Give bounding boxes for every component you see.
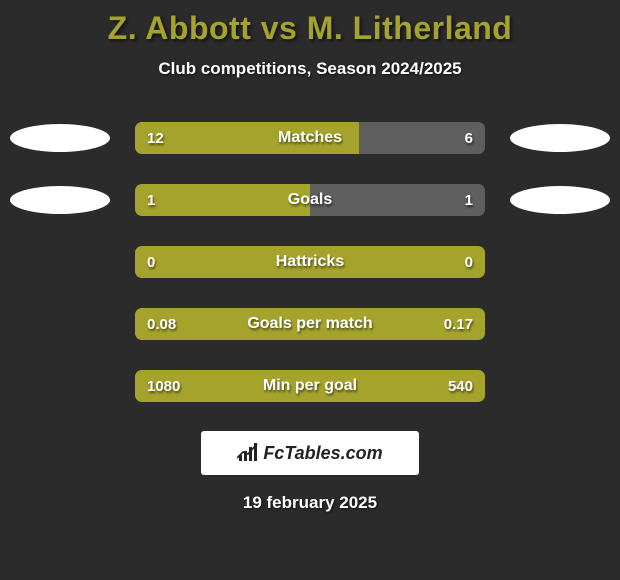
stat-row: 00Hattricks (0, 239, 620, 285)
stats-list: 126Matches 11Goals 00Hattricks 0.080.17Goal… (0, 115, 620, 409)
bar-chart-icon (237, 443, 259, 463)
stat-row: 1080540Min per goal (0, 363, 620, 409)
player-marker-left (10, 124, 110, 152)
stat-bar: 126Matches (135, 122, 485, 154)
stat-bar: 00Hattricks (135, 246, 485, 278)
stat-row: 126Matches (0, 115, 620, 161)
stat-bar-left-fill (135, 370, 485, 402)
date-label: 19 february 2025 (0, 493, 620, 513)
stat-bar-left-fill (135, 246, 485, 278)
stat-row: 11Goals (0, 177, 620, 223)
player-marker-left (10, 186, 110, 214)
stat-row: 0.080.17Goals per match (0, 301, 620, 347)
logo-box[interactable]: FcTables.com (201, 431, 419, 475)
stat-bar-left-fill (135, 122, 359, 154)
page-title: Z. Abbott vs M. Litherland (0, 0, 620, 47)
stat-bar-left-fill (135, 308, 485, 340)
stat-bar: 11Goals (135, 184, 485, 216)
logo-text: FcTables.com (263, 443, 382, 464)
stat-bar-left-fill (135, 184, 310, 216)
player-marker-right (510, 186, 610, 214)
subtitle: Club competitions, Season 2024/2025 (0, 59, 620, 79)
player-marker-right (510, 124, 610, 152)
stat-bar-right-fill (359, 122, 485, 154)
stat-bar-right-fill (310, 184, 485, 216)
stat-bar: 0.080.17Goals per match (135, 308, 485, 340)
stat-bar: 1080540Min per goal (135, 370, 485, 402)
